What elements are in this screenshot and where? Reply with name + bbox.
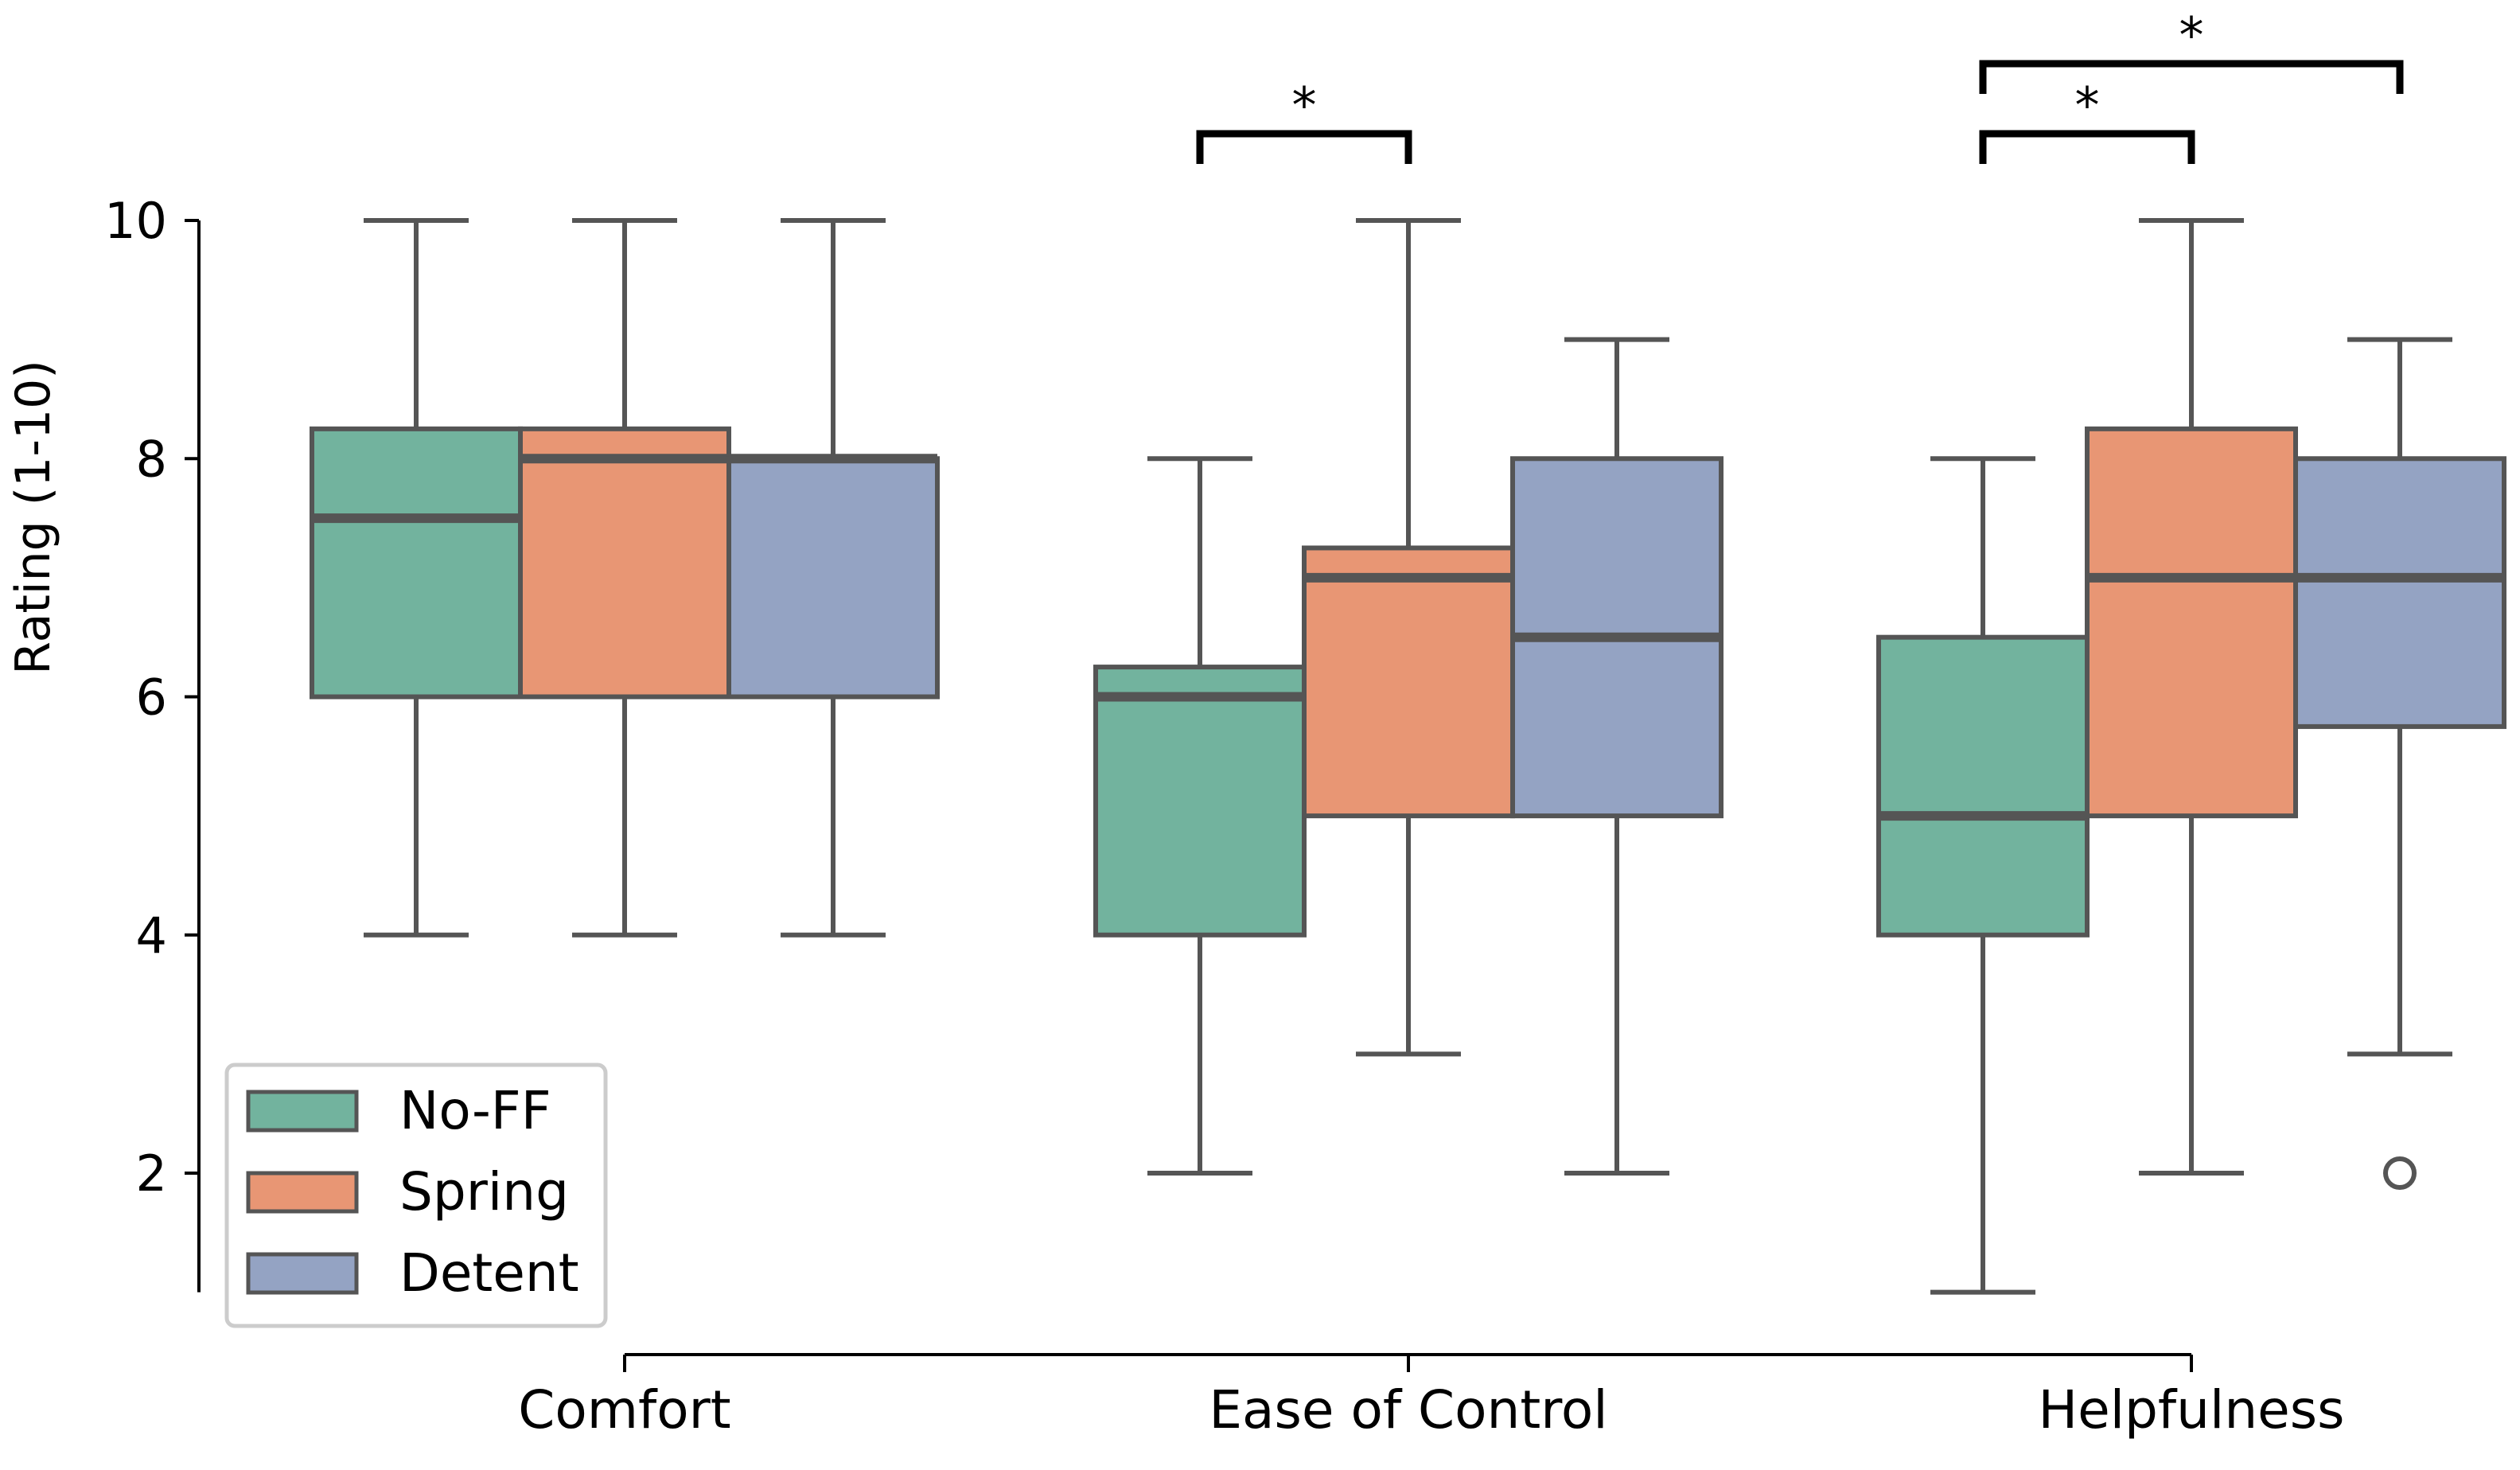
legend: No-FF Spring Detent	[224, 1063, 608, 1328]
outlier-detent-helpfulness-0	[2383, 1156, 2417, 1190]
y-tick-label-10: 10	[104, 192, 167, 250]
significance-bracket-helpfulness-no-ff-detent	[1979, 60, 2404, 94]
legend-label-spring: Spring	[399, 1161, 569, 1222]
box-body-detent-helpfulness	[2293, 456, 2506, 729]
y-tick-label-6: 6	[136, 669, 167, 727]
box-body-no-ff-helpfulness	[1876, 634, 2090, 938]
legend-label-detent: Detent	[399, 1242, 579, 1304]
box-no-ff-ease-of-control	[1093, 456, 1307, 1176]
x-axis: Comfort Ease of Control Helpfulness	[518, 1353, 2345, 1441]
significance-bracket-helpfulness-no-ff-spring-label: *	[2075, 76, 2100, 135]
y-axis: 2 4 6 8 10	[104, 192, 201, 1293]
box-body-spring-comfort	[518, 426, 731, 700]
x-tick-label-comfort: Comfort	[518, 1379, 730, 1441]
box-spring-helpfulness	[2085, 218, 2298, 1176]
box-body-no-ff-ease-of-control	[1093, 665, 1307, 938]
x-tick-label-ease-of-control: Ease of Control	[1209, 1379, 1607, 1441]
y-tick-label-4: 4	[136, 907, 167, 965]
y-tick-label-2: 2	[136, 1144, 167, 1203]
x-tick-label-helpfulness: Helpfulness	[2038, 1379, 2344, 1441]
box-groups	[310, 218, 2506, 1295]
box-body-spring-ease-of-control	[1302, 545, 1515, 819]
significance-bracket-helpfulness-no-ff-detent-label: *	[2179, 6, 2204, 64]
significance-bracket-ease-of-control-no-ff-spring-label: *	[1292, 76, 1317, 135]
box-body-detent-comfort	[726, 456, 940, 700]
significance-bracket-helpfulness-no-ff-spring	[1979, 130, 2195, 164]
legend-swatch-no-ff	[246, 1090, 359, 1133]
box-spring-ease-of-control	[1302, 218, 1515, 1057]
box-detent-comfort	[726, 218, 940, 938]
box-no-ff-comfort	[310, 218, 523, 938]
legend-label-no-ff: No-FF	[399, 1080, 551, 1141]
box-body-no-ff-comfort	[310, 426, 523, 700]
y-axis-title: Rating (1-10)	[6, 360, 61, 675]
box-detent-helpfulness	[2293, 337, 2506, 1190]
y-tick-label-8: 8	[136, 430, 167, 488]
significance-brackets: * * *	[1196, 6, 2404, 164]
significance-bracket-ease-of-control-no-ff-spring	[1196, 130, 1412, 164]
box-no-ff-helpfulness	[1876, 456, 2090, 1295]
box-detent-ease-of-control	[1510, 337, 1723, 1176]
box-spring-comfort	[518, 218, 731, 938]
legend-swatch-detent	[246, 1252, 359, 1295]
legend-swatch-spring	[246, 1171, 359, 1214]
box-body-spring-helpfulness	[2085, 426, 2298, 819]
